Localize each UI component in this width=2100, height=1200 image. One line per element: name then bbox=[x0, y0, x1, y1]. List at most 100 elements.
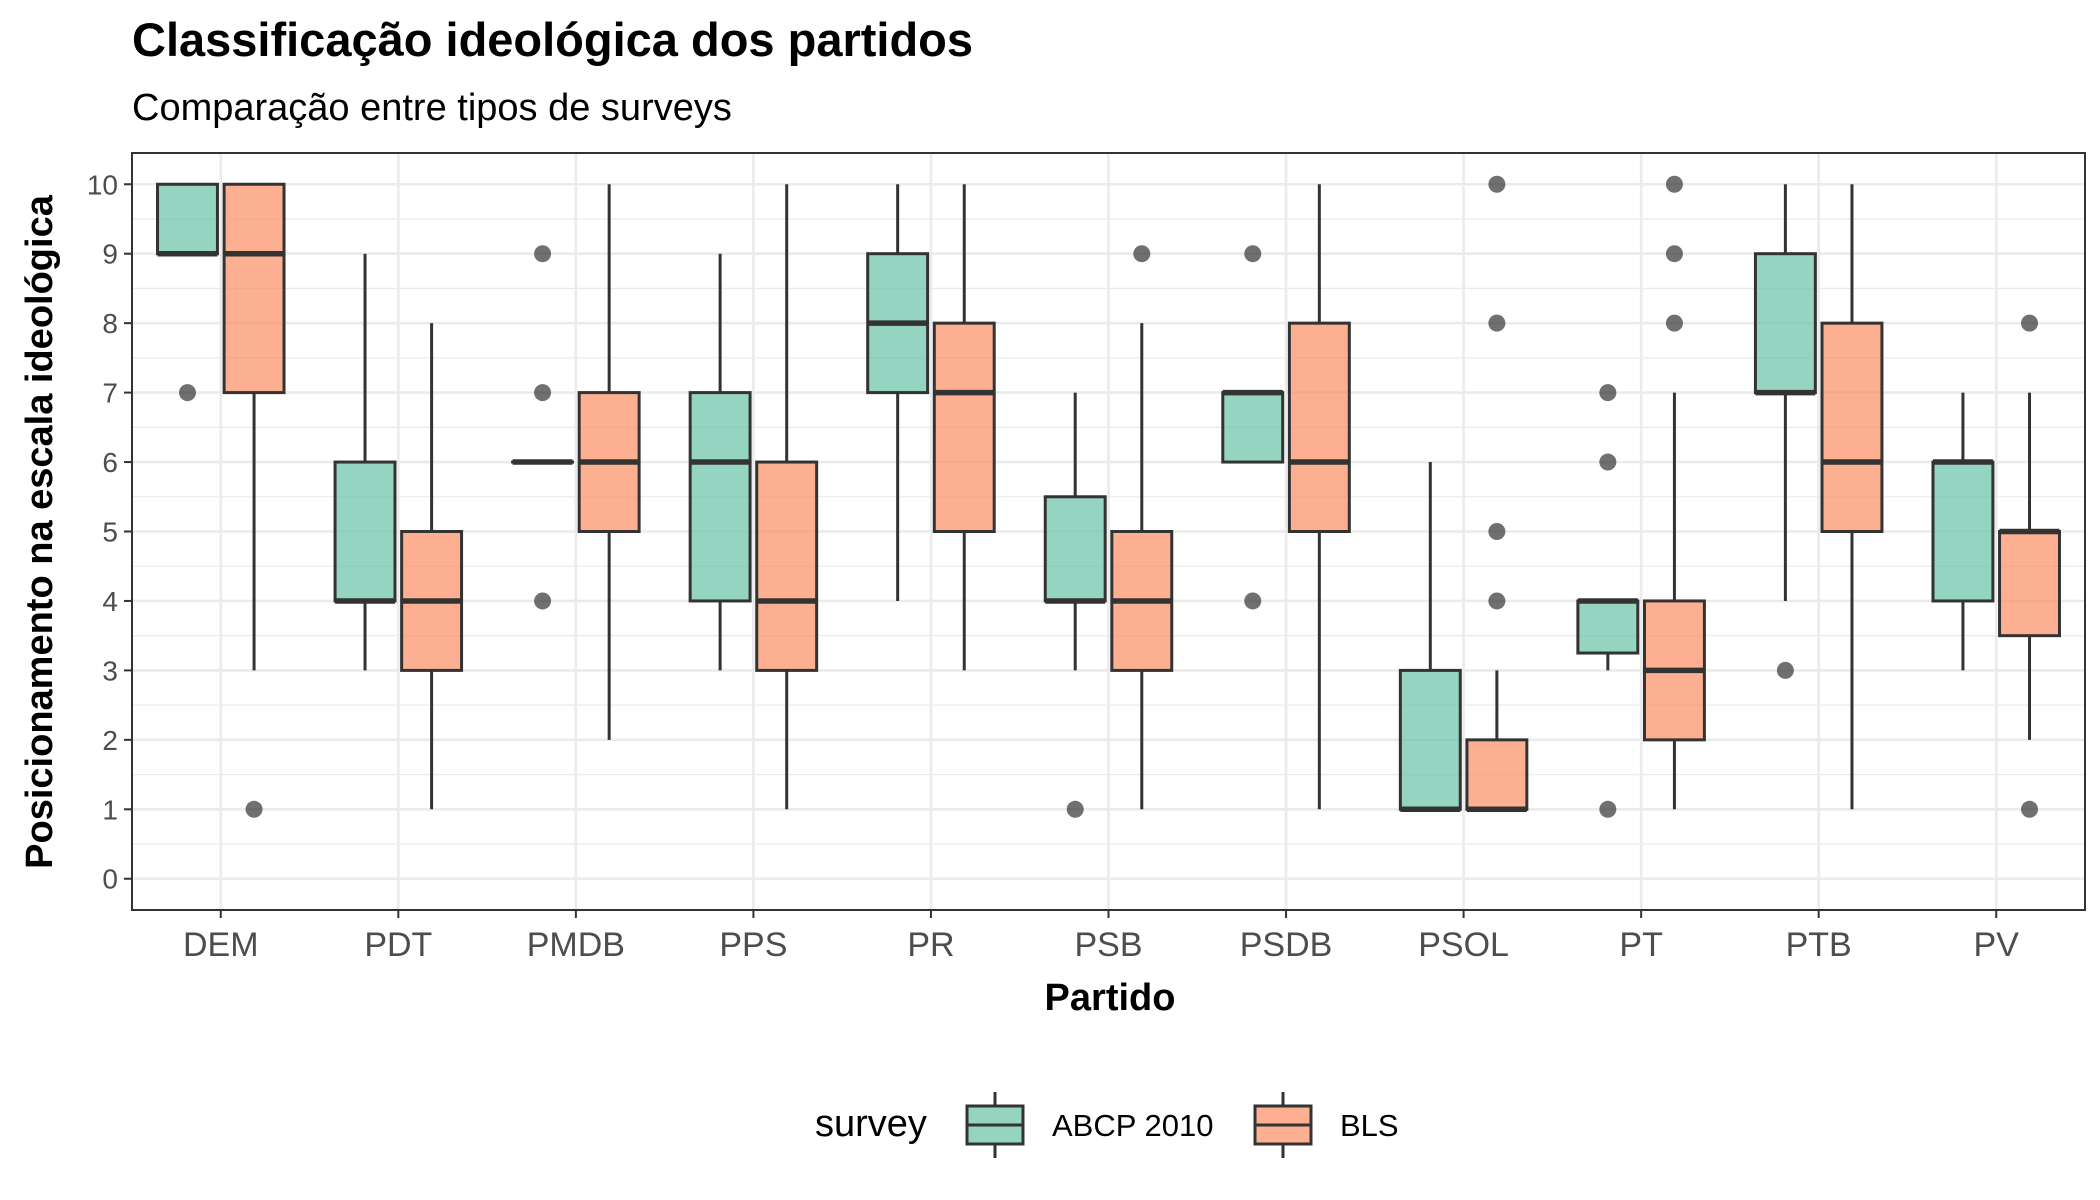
x-tick-label: PDT bbox=[364, 926, 432, 964]
y-tick-label: 3 bbox=[102, 655, 118, 686]
chart-subtitle: Comparação entre tipos de surveys bbox=[132, 87, 732, 129]
iqr-box bbox=[1287, 321, 1351, 533]
iqr-box bbox=[1820, 321, 1884, 533]
x-tick-label: PSB bbox=[1074, 926, 1142, 964]
outlier-point bbox=[1488, 175, 1506, 193]
box-ptb-bls bbox=[1820, 184, 1884, 810]
x-tick-label: PSOL bbox=[1418, 926, 1509, 964]
outlier-point bbox=[534, 384, 552, 402]
y-tick-label: 7 bbox=[102, 378, 118, 409]
iqr-box bbox=[1043, 495, 1107, 603]
legend-items: ABCP 2010 BLS bbox=[965, 1092, 1399, 1158]
box-psol-bls bbox=[1465, 175, 1529, 813]
x-tick-label: PPS bbox=[719, 926, 787, 964]
iqr-box bbox=[932, 321, 996, 533]
iqr-box bbox=[1931, 460, 1995, 603]
legend-label: BLS bbox=[1340, 1108, 1399, 1143]
box-psb-bls bbox=[1110, 245, 1174, 810]
box-pt-abcp-2010 bbox=[1576, 384, 1640, 818]
y-tick-label: 1 bbox=[102, 794, 118, 825]
outlier-point bbox=[1599, 384, 1617, 402]
y-tick-label: 2 bbox=[102, 725, 118, 756]
x-tick-label: PMDB bbox=[527, 926, 625, 964]
outlier-point bbox=[1133, 245, 1151, 263]
outlier-point bbox=[1665, 245, 1683, 263]
box-pt-bls bbox=[1642, 175, 1706, 810]
x-tick-label: PTB bbox=[1786, 926, 1852, 964]
y-tick-label: 5 bbox=[102, 517, 118, 548]
outlier-point bbox=[534, 245, 552, 263]
box-pmdb-bls bbox=[577, 184, 641, 740]
outlier-point bbox=[1599, 453, 1617, 471]
x-tick-label: PV bbox=[1974, 926, 2020, 964]
outlier-point bbox=[1488, 523, 1506, 540]
box-psdb-abcp-2010 bbox=[1221, 245, 1285, 610]
boxes bbox=[156, 175, 2061, 818]
outlier-point bbox=[1776, 661, 1794, 679]
x-axis: DEM PDT PMDB PPS PR PSB PSDB PSOL PT PTB PV bbox=[183, 910, 2019, 964]
iqr-box bbox=[1221, 391, 1285, 464]
outlier-point bbox=[1665, 175, 1683, 193]
box-pr-abcp-2010 bbox=[866, 184, 930, 601]
outlier-point bbox=[1488, 314, 1506, 332]
iqr-box bbox=[688, 391, 752, 603]
y-tick-label: 4 bbox=[102, 586, 118, 617]
series-bls bbox=[222, 175, 2061, 818]
box-pr-bls bbox=[932, 184, 996, 671]
x-tick-label: PSDB bbox=[1240, 926, 1333, 964]
outlier-point bbox=[1488, 592, 1506, 610]
box-psdb-bls bbox=[1287, 184, 1351, 810]
y-tick-label: 8 bbox=[102, 308, 118, 339]
box-dem-bls bbox=[222, 182, 286, 818]
iqr-box bbox=[1753, 252, 1817, 395]
legend-item-abcp-2010: ABCP 2010 bbox=[965, 1092, 1213, 1158]
box-psb-abcp-2010 bbox=[1043, 392, 1107, 818]
legend-label: ABCP 2010 bbox=[1052, 1108, 1213, 1143]
box-pdt-abcp-2010 bbox=[333, 253, 397, 671]
outlier-point bbox=[534, 592, 552, 610]
outlier-point bbox=[2021, 800, 2039, 818]
y-axis-title: Posicionamento na escala ideológica bbox=[19, 194, 61, 869]
y-tick-label: 10 bbox=[87, 169, 118, 200]
x-tick-label: PR bbox=[907, 926, 954, 964]
outlier-point bbox=[245, 800, 263, 818]
outlier-point bbox=[178, 384, 196, 402]
chart-title: Classificação ideológica dos partidos bbox=[132, 13, 973, 66]
legend-key bbox=[1253, 1092, 1313, 1158]
x-tick-label: PT bbox=[1619, 926, 1662, 964]
iqr-box bbox=[1576, 599, 1640, 655]
y-tick-label: 6 bbox=[102, 447, 118, 478]
legend: survey ABCP 2010 BLS bbox=[815, 1092, 1399, 1158]
y-axis: 0 1 2 3 4 5 6 7 8 9 10 bbox=[87, 169, 132, 895]
series-abcp-2010 bbox=[156, 182, 1995, 818]
iqr-box bbox=[1465, 738, 1529, 811]
legend-key bbox=[965, 1092, 1025, 1158]
iqr-box bbox=[755, 460, 819, 672]
iqr-box bbox=[1998, 530, 2061, 638]
box-pps-abcp-2010 bbox=[688, 253, 752, 671]
x-tick-label: DEM bbox=[183, 926, 259, 964]
box-ptb-abcp-2010 bbox=[1753, 184, 1817, 679]
iqr-box bbox=[333, 460, 397, 603]
y-tick-label: 0 bbox=[102, 864, 118, 895]
iqr-box bbox=[222, 182, 286, 395]
outlier-point bbox=[1244, 245, 1262, 263]
box-pmdb-abcp-2010 bbox=[511, 245, 575, 610]
box-pv-bls bbox=[1998, 314, 2061, 818]
outlier-point bbox=[1066, 800, 1084, 818]
outlier-point bbox=[1244, 592, 1262, 610]
outlier-point bbox=[1665, 314, 1683, 332]
legend-item-bls: BLS bbox=[1253, 1092, 1399, 1158]
outlier-point bbox=[2021, 314, 2039, 332]
legend-title: survey bbox=[815, 1103, 927, 1145]
box-dem-abcp-2010 bbox=[156, 182, 219, 402]
plot-area bbox=[131, 152, 2086, 911]
outlier-point bbox=[1599, 800, 1617, 818]
box-pps-bls bbox=[755, 184, 819, 810]
box-pdt-bls bbox=[400, 323, 464, 810]
box-psol-abcp-2010 bbox=[1398, 462, 1462, 813]
iqr-box bbox=[1398, 668, 1462, 811]
y-tick-label: 9 bbox=[102, 239, 118, 270]
iqr-box bbox=[156, 182, 219, 256]
